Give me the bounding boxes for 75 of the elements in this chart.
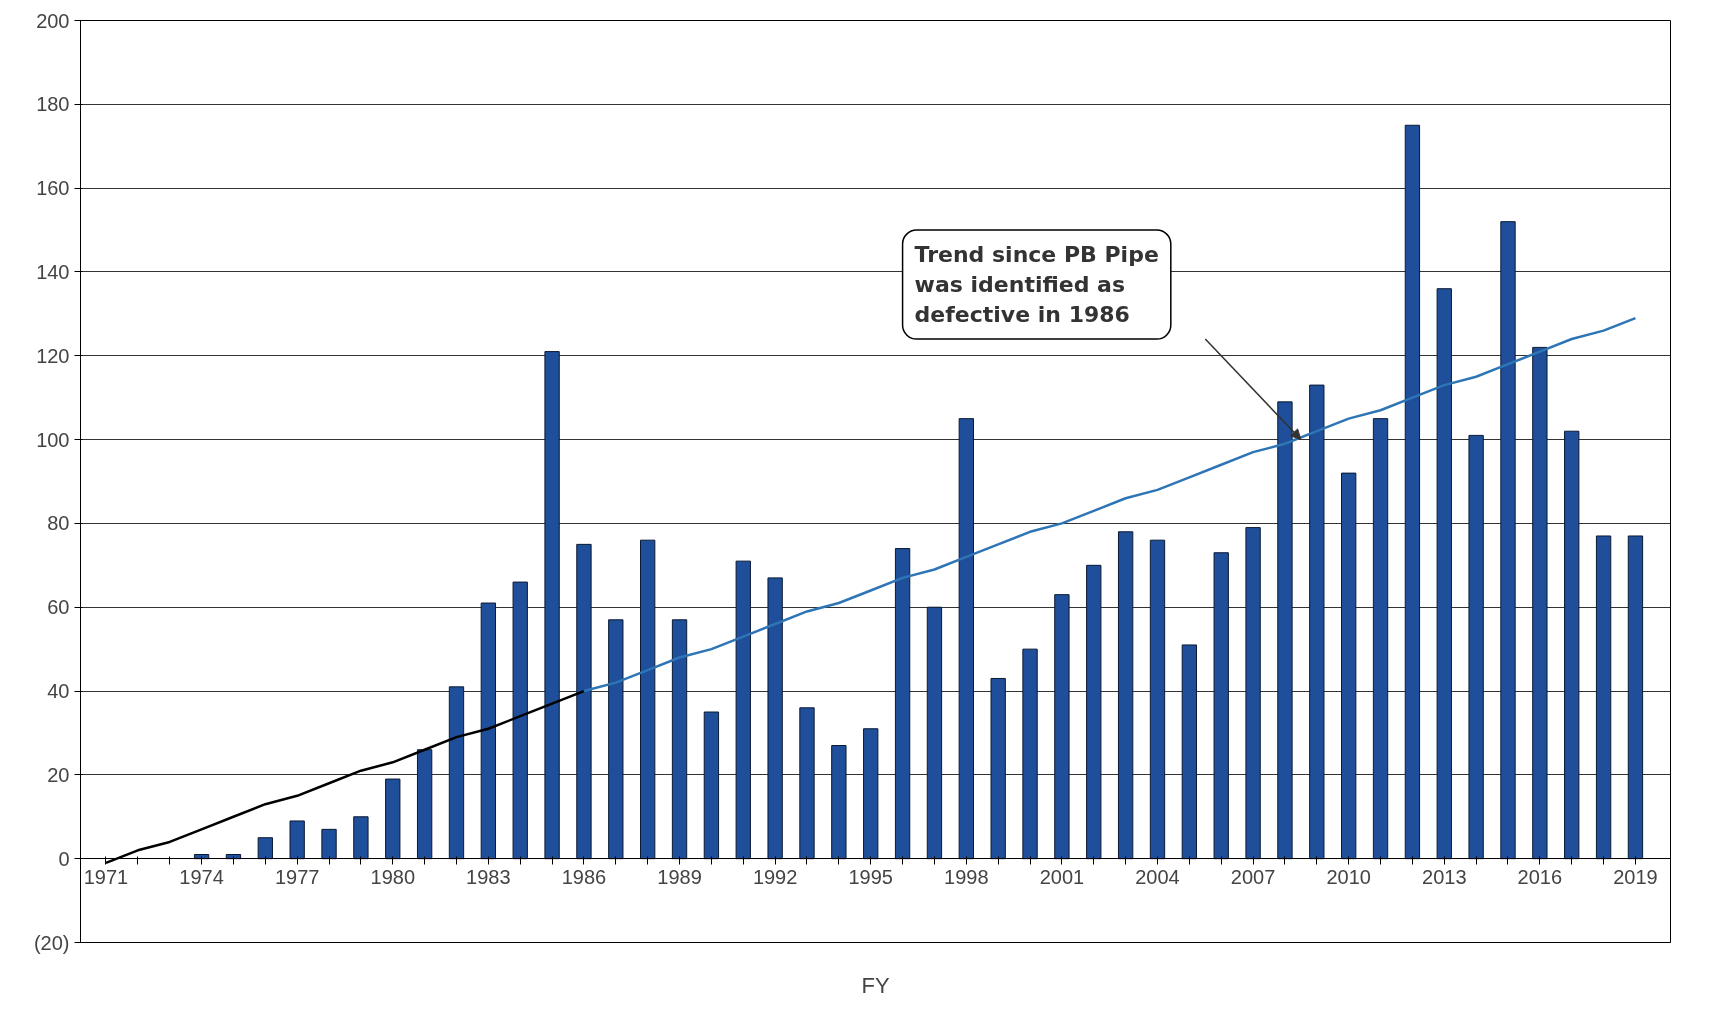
x-axis-title: FY [861,972,890,998]
x-tick-label: 1998 [944,865,989,888]
bar [926,606,943,860]
bar [480,602,497,860]
x-tick-label: 2013 [1422,865,1467,888]
x-tick-label: 2010 [1326,865,1371,888]
y-tick-label: 140 [36,260,70,283]
bar [1086,564,1102,860]
bar [799,707,815,860]
bar [671,619,688,860]
bar [703,711,720,860]
bar [1500,221,1516,860]
bar [863,728,879,860]
x-tick-label: 2019 [1613,865,1658,888]
x-tick-label: 1986 [561,865,607,888]
bar [1181,644,1198,860]
bar [608,619,624,860]
y-tick-label: (20) [33,931,70,954]
bar [576,543,592,860]
y-tick-label: 120 [36,344,70,367]
bar [1149,539,1166,860]
y-tick-label: 180 [36,93,70,116]
bar [1022,648,1038,860]
x-tick-label: 1980 [370,865,416,888]
bar [958,418,974,860]
bar [1564,430,1580,860]
x-tick-label: 2007 [1230,865,1276,888]
bar [1468,434,1484,860]
bar [1213,552,1229,860]
bar [512,581,528,860]
y-tick-label: 100 [36,428,70,451]
y-tick-label: 0 [58,847,70,870]
bar [1117,531,1134,860]
x-tick-label: 2016 [1517,865,1563,888]
y-tick-label: 200 [36,9,70,32]
x-tick-label: 1971 [83,865,129,888]
bar [1404,124,1421,860]
y-tick-label: 160 [36,177,70,200]
bar [416,749,433,860]
bar [1309,384,1325,860]
y-tick-label: 20 [47,763,70,786]
bar [831,745,847,860]
bar [990,677,1006,860]
bar [1277,401,1293,860]
y-tick-label: 80 [47,512,70,535]
bar [257,837,273,860]
bar [1245,527,1261,860]
bar [640,539,656,860]
x-tick-label: 1995 [848,865,893,888]
bar [767,577,783,860]
y-tick-label: 60 [47,596,70,619]
bar [1436,288,1452,860]
bar [1532,346,1548,860]
bar [1627,535,1644,860]
bar [1372,418,1389,860]
bar [544,351,560,860]
x-tick-label: 1977 [274,865,320,888]
x-tick-label: 2004 [1135,865,1180,888]
bar [735,560,751,860]
bar [1595,535,1612,860]
y-tick-label: 40 [47,680,70,703]
x-tick-label: 2001 [1039,865,1085,888]
bar [385,778,401,860]
bar [289,820,305,860]
x-tick-label: 1974 [179,865,224,888]
x-tick-label: 1983 [466,865,511,888]
x-tick-label: 1989 [657,865,702,888]
bar [353,816,369,860]
bar [894,548,911,860]
bar [1054,594,1070,860]
bar [321,828,337,860]
bar [1341,472,1357,860]
x-tick-label: 1992 [752,865,798,888]
bar [448,686,465,860]
annotation: Trend since PB Pipe was identified as defective in 1986 [914,242,1159,328]
